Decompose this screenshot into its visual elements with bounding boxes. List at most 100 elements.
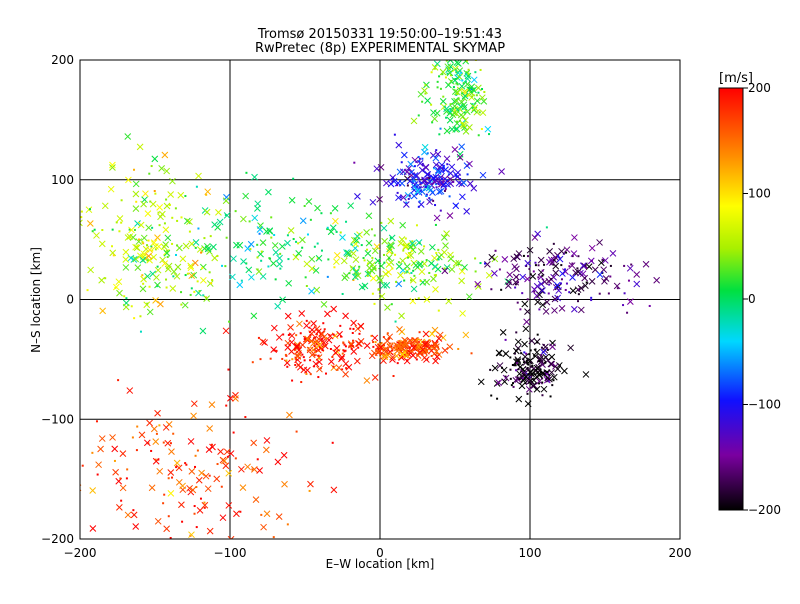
- scatter-dot: [435, 186, 438, 189]
- scatter-dot: [295, 240, 298, 243]
- scatter-cross: [491, 364, 499, 372]
- scatter-dot: [424, 92, 427, 95]
- scatter-cross: [284, 344, 292, 351]
- y-tick-label: 0: [66, 293, 74, 307]
- scatter-cross: [373, 572, 379, 578]
- scatter-dot: [272, 536, 275, 539]
- scatter-dot: [538, 382, 541, 385]
- scatter-cross: [521, 340, 528, 348]
- scatter-dot: [428, 173, 431, 176]
- scatter-dot: [205, 193, 208, 196]
- scatter-dot: [434, 343, 437, 346]
- scatter-cross: [413, 172, 421, 180]
- scatter-cross: [414, 188, 422, 195]
- scatter-dot: [439, 127, 442, 130]
- scatter-cross: [376, 347, 383, 355]
- scatter-cross: [310, 320, 318, 327]
- scatter-cross: [446, 69, 454, 77]
- scatter-dot: [421, 162, 424, 165]
- scatter-cross: [574, 268, 582, 276]
- scatter-cross: [351, 236, 358, 244]
- scatter-dot: [195, 526, 198, 529]
- scatter-dot: [148, 285, 151, 288]
- scatter-cross: [227, 450, 235, 457]
- scatter-cross: [458, 143, 466, 151]
- scatter-dot: [484, 262, 487, 265]
- scatter-cross: [239, 484, 247, 491]
- scatter-cross: [288, 196, 296, 204]
- scatter-cross: [122, 303, 130, 311]
- scatter-dot: [413, 274, 416, 277]
- scatter-dot: [399, 196, 402, 199]
- scatter-cross: [513, 253, 521, 261]
- scatter-cross: [43, 462, 49, 468]
- scatter-cross: [374, 257, 382, 265]
- scatter-cross: [541, 278, 549, 286]
- scatter-dot: [115, 221, 118, 224]
- scatter-dot: [437, 258, 440, 261]
- scatter-dot: [439, 87, 442, 90]
- scatter-cross: [330, 364, 338, 372]
- scatter-dot: [430, 71, 433, 74]
- scatter-cross: [192, 239, 200, 246]
- scatter-dot: [210, 443, 213, 446]
- scatter-cross: [112, 468, 119, 476]
- scatter-dot: [332, 333, 335, 336]
- scatter-cross: [281, 480, 288, 488]
- scatter-dot: [421, 157, 424, 160]
- scatter-cross: [399, 341, 407, 349]
- scatter-cross: [432, 161, 440, 169]
- scatter-cross: [181, 301, 189, 309]
- scatter-dot: [343, 350, 346, 353]
- scatter-dot: [169, 536, 172, 539]
- scatter-cross: [312, 360, 320, 368]
- scatter-dot: [415, 358, 418, 361]
- scatter-dot: [279, 252, 282, 255]
- scatter-cross: [332, 349, 339, 357]
- scatter-dot: [150, 165, 153, 168]
- scatter-cross: [466, 86, 473, 93]
- scatter-dot: [528, 353, 531, 356]
- scatter-cross: [422, 339, 430, 347]
- scatter-dot: [384, 347, 387, 350]
- scatter-dot: [295, 430, 298, 433]
- scatter-dot: [576, 267, 579, 270]
- scatter-cross: [386, 343, 394, 351]
- scatter-dot: [305, 319, 308, 322]
- scatter-cross: [452, 202, 460, 210]
- scatter-cross: [443, 127, 451, 135]
- scatter-dot: [391, 180, 394, 183]
- scatter-dot: [273, 349, 276, 352]
- scatter-cross: [327, 228, 335, 236]
- scatter-dot: [166, 255, 169, 258]
- scatter-cross: [191, 259, 199, 267]
- scatter-dot: [141, 240, 144, 243]
- scatter-dot: [465, 73, 468, 76]
- chart-title-line1: Tromsø 20150331 19:50:00–19:51:43: [257, 27, 502, 42]
- scatter-cross: [525, 385, 533, 393]
- scatter-dot: [383, 344, 386, 347]
- scatter-dot: [96, 473, 99, 476]
- scatter-cross: [355, 340, 362, 347]
- scatter-dot: [483, 91, 486, 94]
- scatter-cross: [387, 180, 395, 188]
- scatter-cross: [286, 411, 293, 419]
- scatter-dot: [86, 289, 89, 292]
- scatter-dot: [428, 176, 431, 179]
- scatter-cross: [463, 69, 471, 77]
- scatter-cross: [536, 291, 543, 299]
- scatter-dot: [437, 309, 440, 312]
- scatter-cross: [254, 205, 261, 212]
- scatter-cross: [195, 289, 202, 297]
- scatter-cross: [145, 224, 153, 232]
- scatter-dot: [517, 363, 520, 366]
- scatter-dot: [408, 252, 411, 255]
- scatter-dot: [516, 361, 519, 364]
- scatter-dot: [547, 380, 550, 383]
- scatter-cross: [299, 217, 307, 225]
- scatter-cross: [140, 234, 148, 242]
- scatter-cross: [519, 273, 527, 281]
- scatter-dot: [438, 75, 441, 78]
- scatter-cross: [238, 465, 245, 473]
- scatter-dot: [509, 368, 512, 371]
